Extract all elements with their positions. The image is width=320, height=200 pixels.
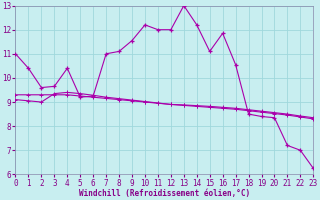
- X-axis label: Windchill (Refroidissement éolien,°C): Windchill (Refroidissement éolien,°C): [79, 189, 250, 198]
